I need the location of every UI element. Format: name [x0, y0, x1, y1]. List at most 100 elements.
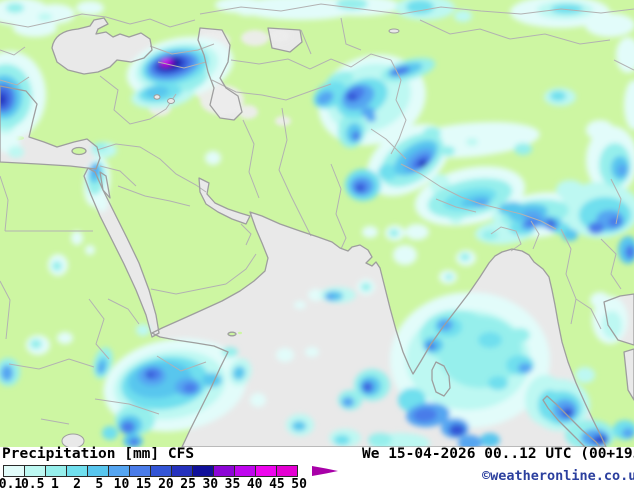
- precipitation-blob: [454, 10, 472, 22]
- scale-label: 2: [73, 477, 82, 490]
- precipitation-blob: [250, 393, 266, 407]
- scale-segment-5: [87, 465, 109, 477]
- scale-label: 20: [158, 477, 174, 490]
- precipitation-blob: [222, 347, 238, 357]
- scale-segment-50: [276, 465, 298, 477]
- precipitation-blob: [624, 80, 634, 130]
- datetime-label: We 15-04-2026 00..12 UTC (00+195: [362, 446, 634, 462]
- scale-label: 40: [246, 477, 263, 490]
- precipitation-map: [0, 0, 634, 447]
- precipitation-blob: [482, 230, 498, 240]
- precipitation-blob: [625, 245, 634, 259]
- scale-label: 45: [269, 477, 285, 490]
- precipitation-blob: [449, 424, 465, 436]
- precipitation-blob: [602, 311, 622, 339]
- precipitation-blob: [0, 95, 5, 105]
- precipitation-blob: [129, 438, 139, 446]
- legend-title: Precipitation [mm] CFS: [2, 446, 195, 462]
- scale-segment-20: [150, 465, 172, 477]
- precipitation-blob: [347, 93, 357, 101]
- precipitation-blob: [342, 397, 354, 407]
- precipitation-blob: [366, 114, 376, 122]
- precipitation-blob: [608, 217, 622, 227]
- color-scale-bar: [3, 465, 298, 477]
- precipitation-blob: [518, 363, 532, 373]
- precipitation-blob: [378, 164, 398, 180]
- lake-victoria: [61, 433, 85, 447]
- precipitation-blob: [57, 332, 73, 344]
- color-scale-labels: 0.1 0.5 1 2 5 10 15 20 25 30 35 40 45 50: [0, 477, 634, 490]
- scale-segment-0.5: [24, 465, 46, 477]
- precipitation-blob: [460, 253, 470, 261]
- precipitation-blob: [556, 180, 584, 200]
- scale-segment-25: [171, 465, 193, 477]
- precipitation-blob: [445, 274, 453, 280]
- precipitation-blob: [276, 348, 294, 362]
- precipitation-blob: [362, 226, 378, 238]
- scale-segment-10: [108, 465, 130, 477]
- precipitation-blob: [413, 407, 437, 423]
- precipitation-blob: [364, 384, 370, 390]
- scale-segment-40: [234, 465, 256, 477]
- precipitation-blob: [294, 301, 306, 309]
- precipitation-blob: [438, 316, 522, 388]
- precipitation-blob: [585, 13, 634, 37]
- precipitation-blob: [356, 184, 364, 192]
- scale-label: 50: [291, 477, 307, 490]
- scale-segment-2: [66, 465, 88, 477]
- lakes: [61, 28, 400, 447]
- precipitation-blob: [588, 222, 604, 234]
- precipitation-blob: [145, 85, 169, 99]
- precipitation-blob: [93, 143, 107, 151]
- precipitation-blob: [420, 162, 426, 166]
- precipitation-blob: [102, 426, 118, 440]
- precipitation-blob: [183, 383, 197, 393]
- precipitation-blob: [441, 146, 455, 156]
- precipitation-blob: [96, 194, 108, 212]
- scale-label: 10: [113, 477, 130, 490]
- precipitation-blob: [617, 164, 627, 176]
- scale-label: 30: [202, 477, 219, 490]
- lake-van: [153, 94, 161, 100]
- precipitation-blob: [205, 151, 221, 165]
- scale-segment-35: [213, 465, 235, 477]
- precipitation-blob: [622, 428, 634, 438]
- precipitation-blob: [121, 421, 135, 433]
- precipitation-blob: [361, 283, 371, 291]
- lake-issykkul: [388, 28, 400, 34]
- precipitation-blob: [352, 131, 360, 141]
- precipitation-blob: [458, 435, 482, 447]
- precipitation-blob: [325, 294, 335, 300]
- precipitation-blob: [334, 435, 350, 445]
- precipitation-blob: [510, 328, 530, 342]
- precipitation-blob: [316, 91, 334, 105]
- precipitation-blob: [488, 376, 508, 390]
- color-scale-arrow: [312, 466, 338, 476]
- coastlines: [0, 17, 634, 447]
- precipitation-blob: [423, 127, 441, 139]
- precipitation-blob: [368, 433, 392, 447]
- scale-label: 0.5: [20, 477, 45, 490]
- scale-label: 1: [50, 477, 59, 490]
- precipitation-blob: [389, 229, 399, 237]
- precipitation-blob: [551, 4, 583, 14]
- precipitation-blob: [547, 219, 555, 225]
- precipitation-blob: [575, 367, 595, 383]
- precipitation-blob: [71, 231, 83, 245]
- scale-label: 5: [95, 477, 104, 490]
- scale-segment-1: [45, 465, 67, 477]
- precipitation-blob: [76, 1, 104, 15]
- precipitation-blob: [522, 210, 542, 220]
- precipitation-blob: [590, 292, 610, 308]
- scale-label: 25: [180, 477, 196, 490]
- precipitation-layer: [0, 0, 634, 447]
- scale-segment-15: [129, 465, 151, 477]
- precipitation-blob: [8, 146, 24, 158]
- precipitation-blob: [292, 421, 306, 431]
- precipitation-blob: [393, 245, 417, 265]
- scale-segment-30: [192, 465, 214, 477]
- copyright-label: ©weatheronline.co.uk: [482, 468, 634, 484]
- precipitation-blob: [30, 339, 42, 349]
- precipitation-blob: [305, 347, 319, 357]
